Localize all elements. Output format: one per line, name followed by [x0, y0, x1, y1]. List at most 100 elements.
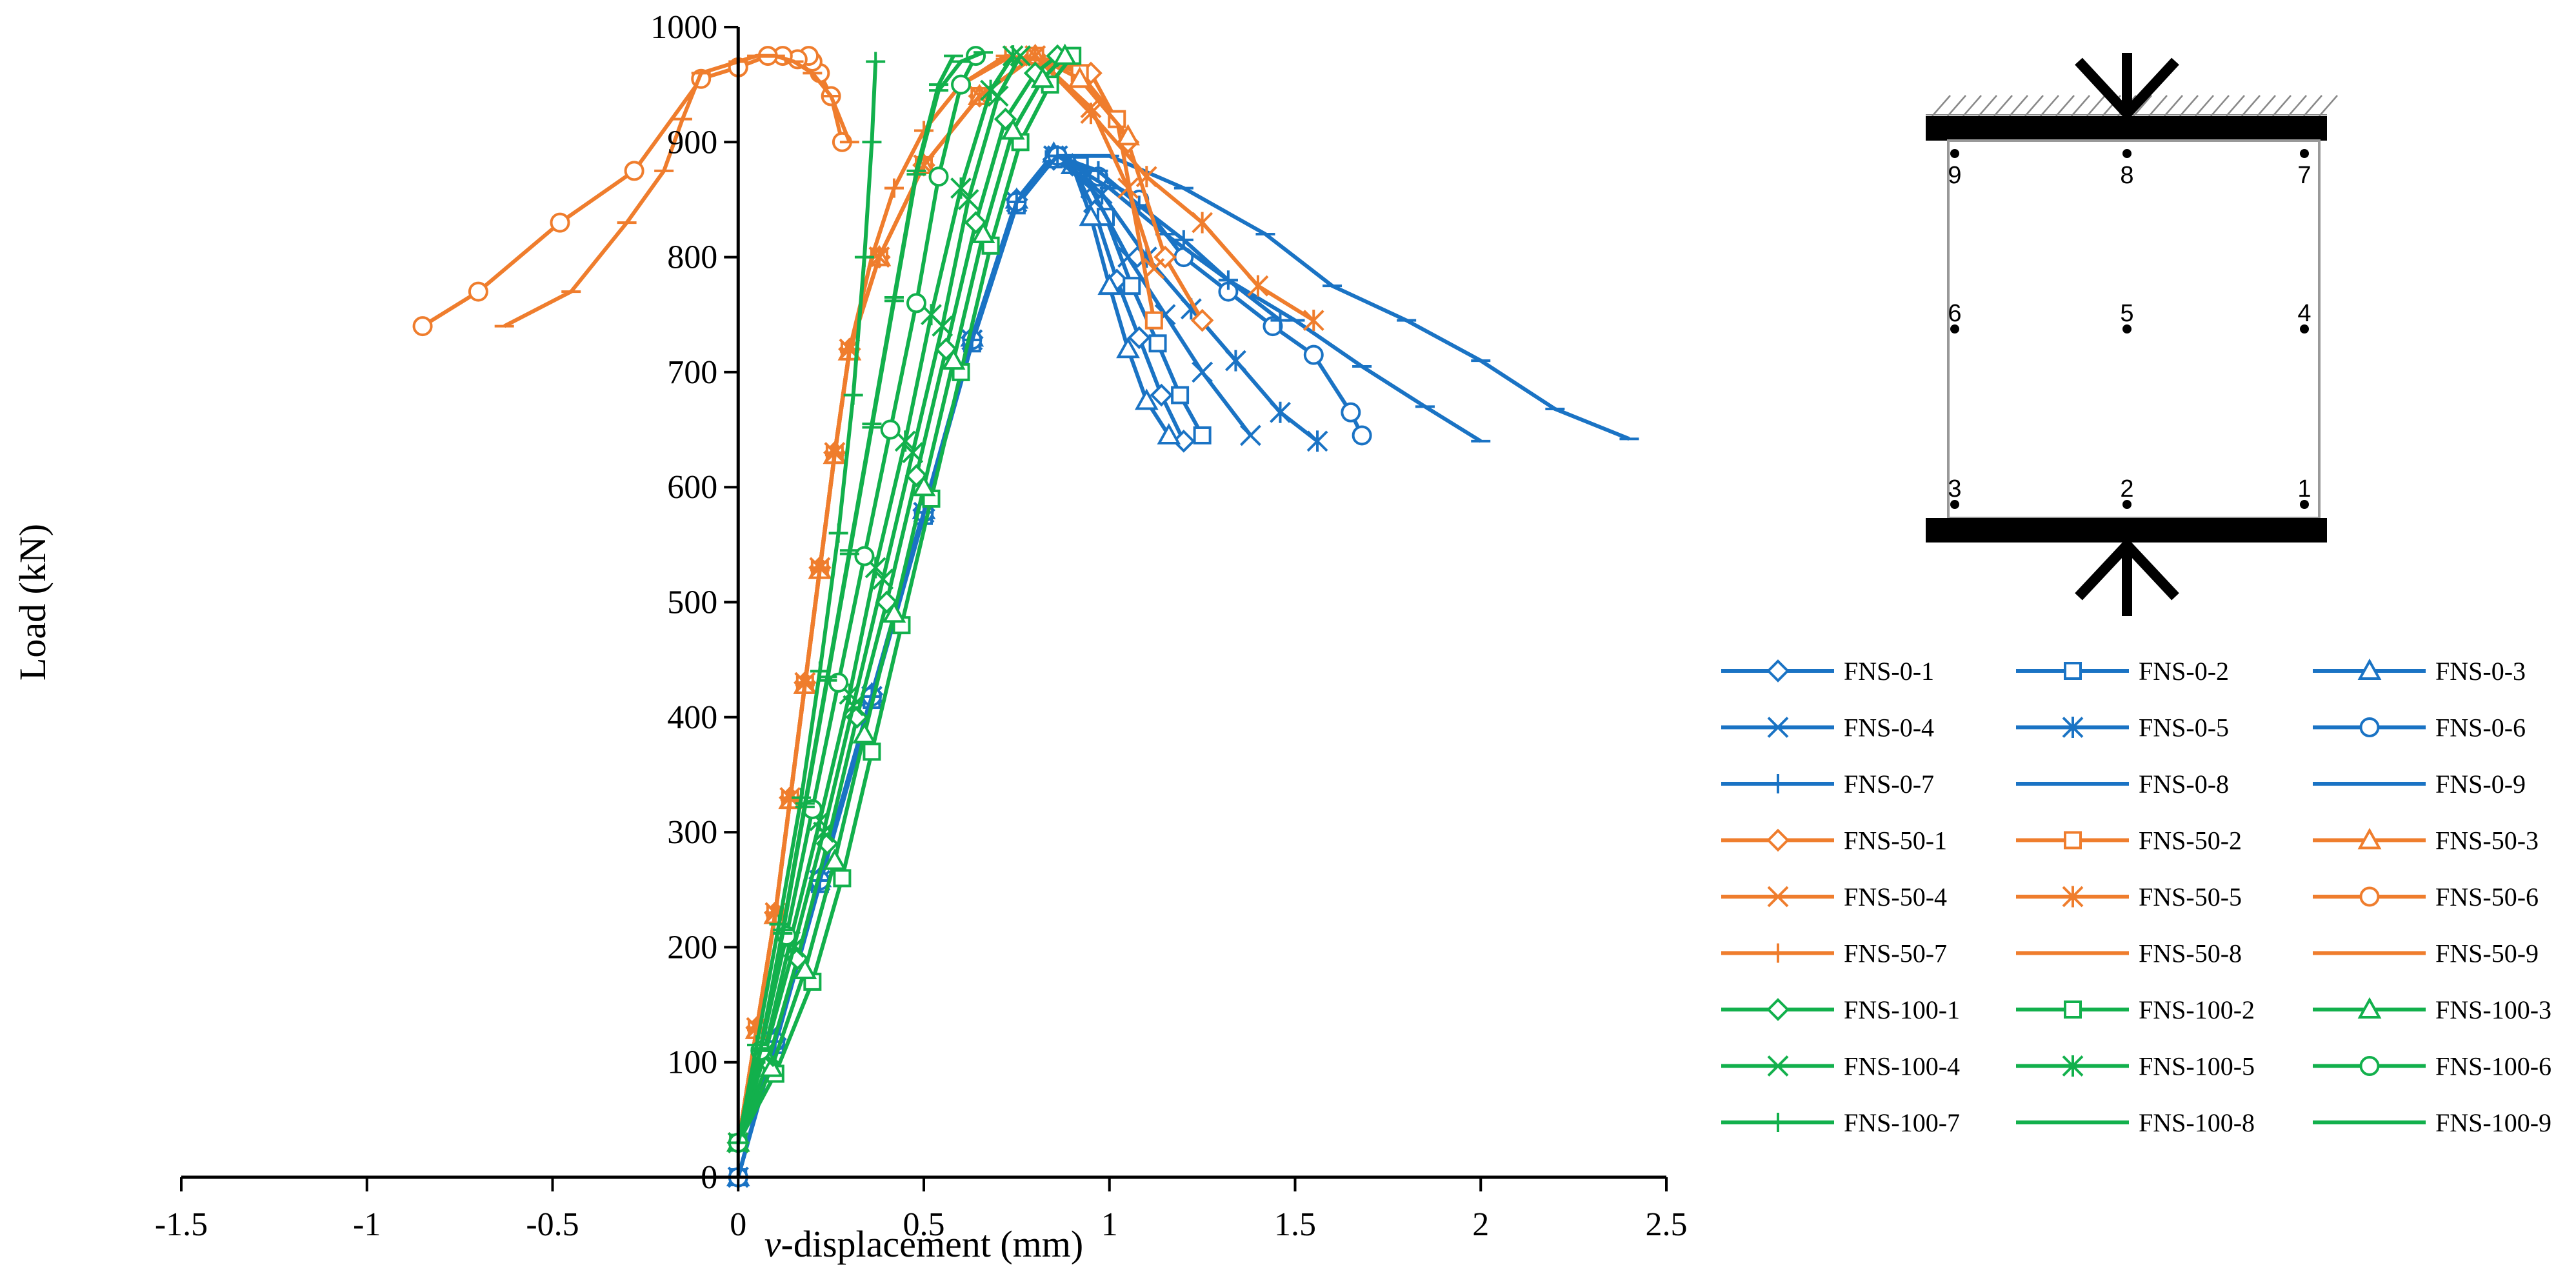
legend-label: FNS-100-4	[1844, 1052, 1960, 1081]
legend-label: FNS-0-2	[2139, 657, 2229, 686]
series-fns-0-6	[728, 146, 1372, 1188]
y-tick-label: 500	[667, 584, 717, 621]
data-point	[550, 212, 570, 233]
data-point	[823, 848, 847, 870]
x-tick-label: -1	[353, 1206, 381, 1243]
hatch-line	[2241, 95, 2261, 117]
data-point	[1117, 246, 1139, 268]
data-point	[759, 1055, 784, 1077]
measurement-point-2: 2	[2120, 475, 2134, 509]
data-point	[1127, 326, 1151, 350]
hatch-line	[2086, 95, 2106, 117]
y-tick-label: 400	[667, 699, 717, 736]
legend-item-fns-0-9: FNS-0-9	[2313, 770, 2526, 799]
series-fns-50-6	[412, 46, 852, 337]
legend-label: FNS-0-5	[2139, 713, 2229, 742]
data-point	[862, 132, 882, 152]
data-point	[1116, 124, 1140, 146]
data-point	[880, 419, 901, 440]
hatch-line	[2210, 95, 2230, 117]
hatch-line	[1947, 95, 1966, 117]
data-point	[854, 247, 874, 267]
legend-swatch-marker	[1768, 943, 1788, 963]
data-point	[1123, 277, 1141, 295]
series-line	[736, 154, 1482, 1178]
legend-swatch-marker	[2062, 717, 2084, 738]
hatch-line	[2024, 95, 2044, 117]
series-line	[736, 154, 1630, 1178]
hatch-line	[1993, 95, 2013, 117]
legend-item-fns-100-2: FNS-100-2	[2016, 995, 2255, 1024]
data-point	[941, 348, 966, 370]
data-point	[1116, 337, 1140, 359]
series-fns-0-9	[728, 154, 1639, 1179]
top-load-arrow-icon	[2075, 53, 2179, 121]
legend-item-fns-0-3: FNS-0-3	[2313, 657, 2526, 686]
legend-label: FNS-100-9	[2435, 1108, 2551, 1137]
data-point	[1352, 425, 1372, 446]
data-point	[1240, 424, 1261, 446]
legend-item-fns-50-4: FNS-50-4	[1721, 882, 1947, 911]
hatch-line	[2195, 95, 2214, 117]
measurement-point-3: 3	[1948, 475, 1962, 509]
data-point	[1303, 310, 1324, 332]
legend-label: FNS-100-8	[2139, 1108, 2255, 1137]
legend-item-fns-50-8: FNS-50-8	[2016, 939, 2242, 968]
legend-label: FNS-0-3	[2435, 657, 2526, 686]
data-point	[1192, 212, 1213, 234]
legend-swatch-marker	[2357, 997, 2382, 1019]
legend-label: FNS-50-9	[2435, 939, 2539, 968]
legend-label: FNS-100-6	[2435, 1052, 2551, 1081]
data-point	[928, 166, 949, 187]
data-point	[828, 672, 849, 693]
legend-item-fns-100-1: FNS-100-1	[1721, 995, 1960, 1024]
measurement-point-5: 5	[2120, 300, 2134, 333]
data-point	[950, 177, 972, 199]
legend-swatch-marker	[1768, 1113, 1788, 1132]
series-line	[736, 54, 1315, 1143]
measurement-point-7: 7	[2297, 149, 2311, 189]
series-fns-0-2	[729, 150, 1212, 1186]
legend-label: FNS-0-7	[1844, 770, 1934, 799]
measurement-point-1: 1	[2297, 475, 2311, 509]
legend-label: FNS-0-8	[2139, 770, 2229, 799]
series-line	[503, 54, 852, 328]
series-line	[736, 61, 878, 1144]
data-point	[863, 742, 881, 761]
hatch-line	[2272, 95, 2291, 117]
y-tick-label: 0	[701, 1159, 717, 1196]
bottom-load-arrow-icon	[2075, 537, 2179, 616]
data-point	[1053, 43, 1077, 65]
y-axis-title: Load (kN)	[12, 524, 54, 681]
hatch-line	[2040, 95, 2059, 117]
legend-item-fns-50-1: FNS-50-1	[1721, 826, 1947, 855]
y-tick-label: 900	[667, 124, 717, 161]
legend-item-fns-50-7: FNS-50-7	[1721, 939, 1947, 968]
legend-swatch-marker	[2064, 831, 2082, 850]
hatch-line	[2226, 95, 2245, 117]
hatch-line	[2009, 95, 2028, 117]
series-line	[736, 154, 1319, 1178]
x-axis-title-italic: v	[764, 1223, 781, 1265]
point-dot	[2122, 500, 2132, 509]
point-dot	[2300, 500, 2309, 509]
hatch-line	[2148, 95, 2168, 117]
legend-item-fns-100-5: FNS-100-5	[2016, 1052, 2255, 1081]
legend-item-fns-0-6: FNS-0-6	[2313, 713, 2526, 742]
legend-label: FNS-0-6	[2435, 713, 2526, 742]
specimen-diagram: 1 2 3 4 5 6 7 8 9	[1926, 53, 2338, 616]
series-line	[736, 152, 1171, 1178]
data-point	[1088, 161, 1108, 181]
specimen-outline	[1947, 139, 2321, 519]
point-dot	[2122, 149, 2132, 158]
series-fns-100-9	[728, 50, 993, 1144]
legend-label: FNS-100-5	[2139, 1052, 2255, 1081]
series-line	[736, 50, 984, 1144]
data-point	[906, 293, 926, 314]
series-fns-50-9	[494, 54, 859, 328]
data-point	[1068, 66, 1092, 88]
legend-item-fns-100-9: FNS-100-9	[2313, 1108, 2551, 1137]
point-label: 8	[2120, 162, 2133, 189]
legend-label: FNS-50-4	[1844, 882, 1947, 911]
